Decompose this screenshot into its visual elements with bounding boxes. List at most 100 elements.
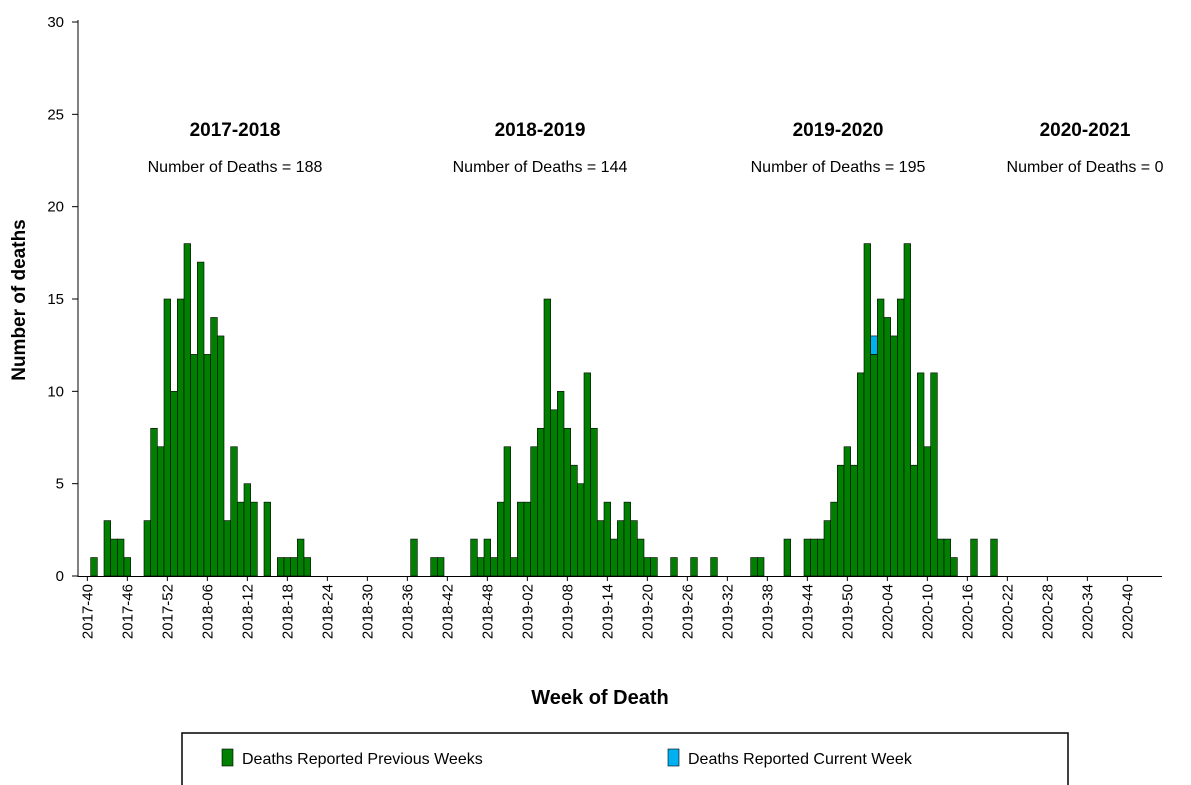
bar (903, 243, 911, 577)
bar (837, 464, 845, 577)
y-tick-label: 15 (47, 291, 64, 308)
x-tick-label: 2018-42 (439, 584, 456, 639)
bar (930, 372, 938, 577)
x-tick-label: 2017-40 (79, 584, 96, 639)
bar (250, 501, 258, 577)
bar (103, 520, 111, 577)
bar (150, 427, 158, 577)
x-tick-label: 2020-16 (959, 584, 976, 639)
bar (650, 557, 658, 577)
bar (890, 335, 898, 577)
season-total: Number of Deaths = 0 (1007, 159, 1164, 176)
bar (710, 557, 718, 577)
legend-label: Deaths Reported Current Week (688, 751, 913, 768)
bar (497, 501, 505, 577)
bar (870, 335, 878, 355)
bar (863, 243, 871, 577)
x-tick-label: 2020-22 (999, 584, 1016, 639)
bar (210, 317, 218, 577)
y-tick-label: 10 (47, 383, 64, 400)
bar (490, 557, 498, 577)
bar (503, 446, 511, 577)
season-title: 2020-2021 (1040, 120, 1131, 141)
bar (670, 557, 678, 577)
bar (90, 557, 98, 577)
bar (550, 409, 558, 577)
x-tick-label: 2018-06 (199, 584, 216, 639)
bar (290, 557, 298, 577)
bar (237, 501, 245, 577)
x-tick-label: 2019-14 (599, 584, 616, 639)
x-tick-label: 2018-36 (399, 584, 416, 639)
bar (937, 538, 945, 577)
bar (410, 538, 418, 577)
bar (590, 427, 598, 577)
bar (277, 557, 285, 577)
bar (623, 501, 631, 577)
bar (303, 557, 311, 577)
x-tick-label: 2017-46 (119, 584, 136, 639)
bar (923, 446, 931, 577)
season-total: Number of Deaths = 188 (148, 159, 323, 176)
x-tick-label: 2019-20 (639, 584, 656, 639)
x-tick-label: 2019-26 (679, 584, 696, 639)
bar (750, 557, 758, 577)
x-axis-label: Week of Death (531, 687, 668, 709)
bar (217, 335, 225, 577)
bar (263, 501, 271, 577)
bar (810, 538, 818, 577)
legend-swatch (667, 748, 680, 767)
bar (917, 372, 925, 577)
bar (883, 317, 891, 577)
bar (617, 520, 625, 577)
bar (577, 483, 585, 577)
bar (910, 464, 918, 577)
bar (877, 298, 885, 577)
x-tick-label: 2020-28 (1039, 584, 1056, 639)
bar (190, 354, 198, 577)
bar (230, 446, 238, 577)
bar (110, 538, 118, 577)
bar (843, 446, 851, 577)
y-tick-label: 5 (56, 476, 64, 493)
bar (897, 298, 905, 577)
x-tick-label: 2020-10 (919, 584, 936, 639)
bar (630, 520, 638, 577)
bar (563, 427, 571, 577)
x-tick-label: 2019-02 (519, 584, 536, 639)
bar (477, 557, 485, 577)
bar (950, 557, 958, 577)
x-tick-label: 2018-24 (319, 584, 336, 639)
x-tick-label: 2019-38 (759, 584, 776, 639)
y-tick-label: 20 (47, 199, 64, 216)
bar (117, 538, 125, 577)
legend-box (181, 732, 1069, 785)
bar (537, 427, 545, 577)
y-tick-label: 25 (47, 106, 64, 123)
bar (823, 520, 831, 577)
x-tick-label: 2019-50 (839, 584, 856, 639)
bar (597, 520, 605, 577)
bar (803, 538, 811, 577)
bar (177, 298, 185, 577)
season-total: Number of Deaths = 195 (751, 159, 926, 176)
bar (817, 538, 825, 577)
x-tick-label: 2018-12 (239, 584, 256, 639)
bar (870, 354, 878, 577)
y-tick-label: 30 (47, 14, 64, 31)
bar (570, 464, 578, 577)
bar (857, 372, 865, 577)
bar (517, 501, 525, 577)
season-title: 2019-2020 (793, 120, 884, 141)
bar (183, 243, 191, 577)
legend-label: Deaths Reported Previous Weeks (242, 751, 483, 768)
x-tick-label: 2020-04 (879, 584, 896, 639)
bar (470, 538, 478, 577)
bar (223, 520, 231, 577)
bar (523, 501, 531, 577)
season-total: Number of Deaths = 144 (453, 159, 628, 176)
bar (243, 483, 251, 577)
y-tick-label: 0 (56, 568, 64, 585)
bar (197, 261, 205, 577)
bar (557, 391, 565, 577)
